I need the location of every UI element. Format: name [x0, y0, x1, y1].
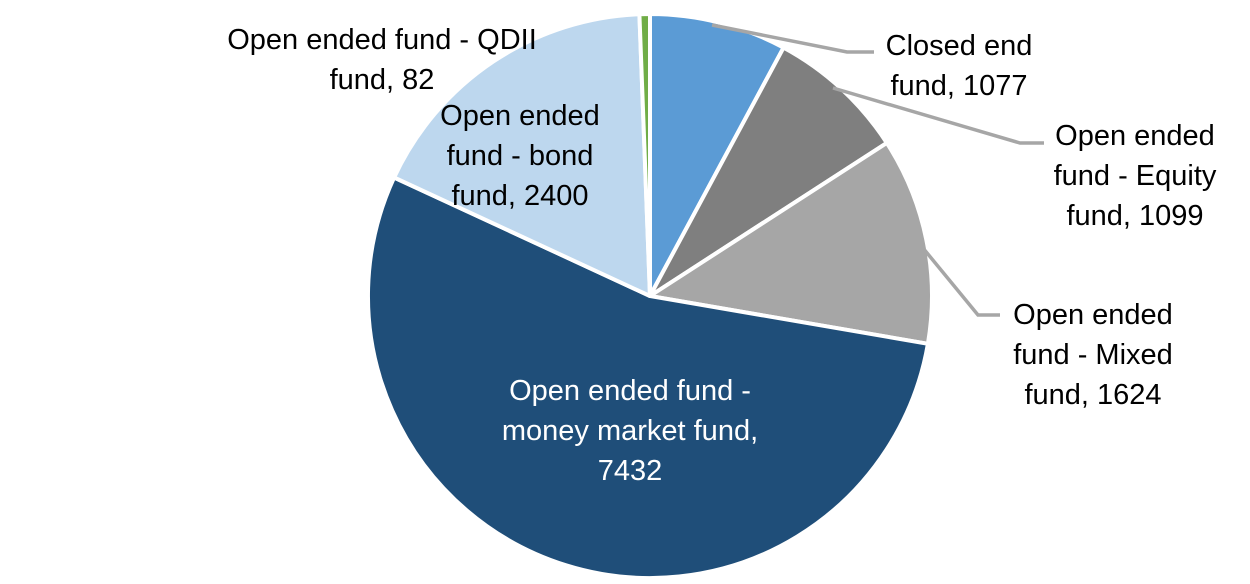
- leader-line-equity-fund: [832, 86, 1044, 145]
- leader-lines-group: [711, 23, 1044, 317]
- pie-slice-money-market-fund: [365, 175, 930, 580]
- label-money-market-fund: Open ended fund - money market fund, 743…: [501, 375, 759, 487]
- leader-line-mixed-fund: [916, 240, 1000, 317]
- pie-slice-qdii-fund: [637, 12, 652, 298]
- pie-slice-mixed-fund: [648, 140, 934, 346]
- pie-slices-group: [365, 11, 934, 580]
- label-qdii-fund: Open ended fund - QDII fund, 82: [227, 24, 537, 96]
- label-bond-fund: Open ended fund - bond fund, 2400: [440, 100, 600, 212]
- label-mixed-fund: Open ended fund - Mixed fund, 1624: [1013, 299, 1173, 411]
- pie-slice-closed-end-fund: [648, 11, 786, 298]
- label-equity-fund: Open ended fund - Equity fund, 1099: [1053, 120, 1217, 232]
- leader-line-closed-end-fund: [711, 23, 874, 54]
- label-closed-end-fund: Closed end fund, 1077: [885, 30, 1033, 102]
- pie-slice-bond-fund: [392, 12, 652, 298]
